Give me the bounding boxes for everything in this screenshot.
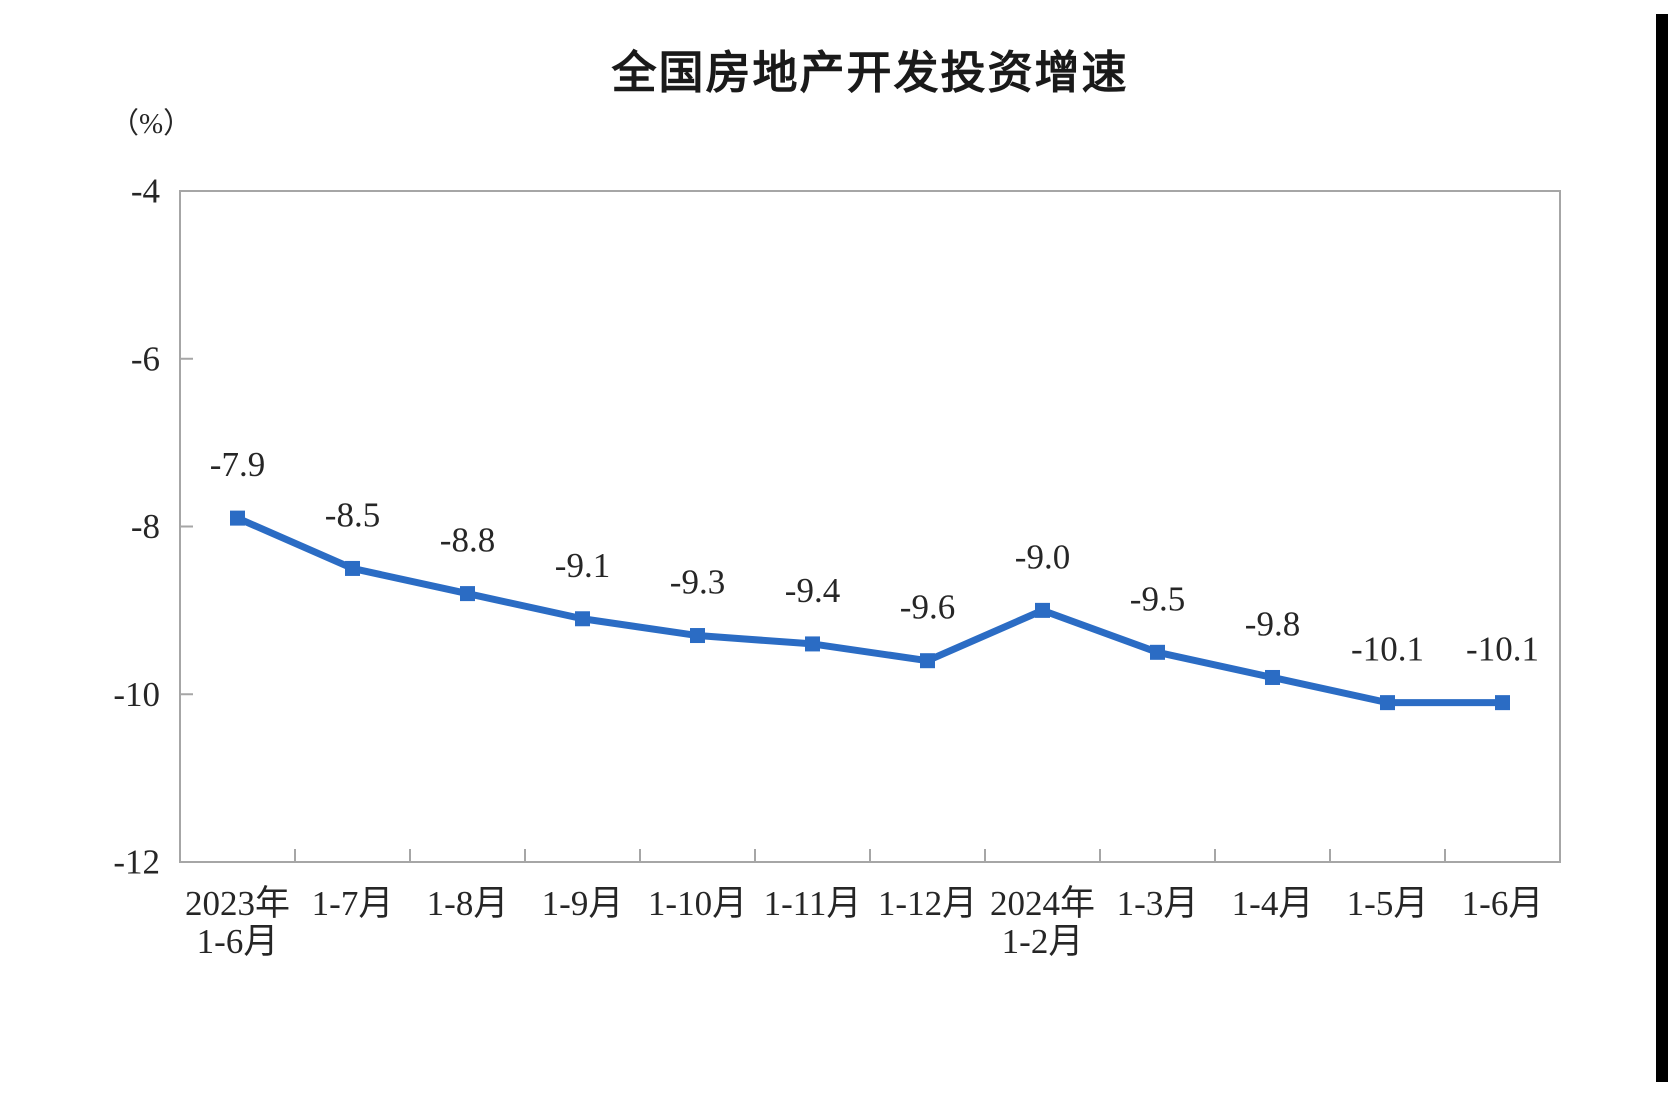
- data-point-marker: [575, 611, 590, 627]
- data-point-label: -8.8: [440, 521, 495, 560]
- x-axis-label: 1-10月: [648, 884, 747, 923]
- data-point-marker: [345, 560, 360, 576]
- data-point-marker: [1380, 695, 1395, 711]
- data-point-label: -9.0: [1015, 537, 1070, 576]
- plot-border: [179, 190, 1561, 863]
- x-axis-label: 1-6月: [197, 922, 279, 961]
- data-point-label: -10.1: [1351, 630, 1424, 669]
- data-point-marker: [230, 510, 245, 526]
- x-axis-label: 1-3月: [1117, 884, 1199, 923]
- x-axis-label: 1-11月: [764, 884, 862, 923]
- data-point-label: -7.9: [210, 445, 265, 484]
- y-axis-unit-label: （%）: [110, 108, 193, 140]
- x-axis-label: 1-5月: [1347, 884, 1429, 923]
- x-axis-label: 2024年: [990, 884, 1095, 923]
- data-point-marker: [460, 586, 475, 602]
- data-point-marker: [690, 628, 705, 644]
- x-axis-label: 1-9月: [542, 884, 624, 923]
- data-point-marker: [1495, 695, 1510, 711]
- data-point-marker: [1035, 602, 1050, 618]
- y-axis-label: -8: [131, 507, 160, 546]
- y-axis-label: -4: [131, 172, 160, 211]
- y-axis-label: -12: [113, 843, 160, 882]
- data-point-marker: [805, 636, 820, 652]
- data-point-label: -9.3: [670, 563, 725, 602]
- data-point-label: -10.1: [1466, 630, 1539, 669]
- x-axis-label: 1-12月: [878, 884, 977, 923]
- x-axis-label: 1-8月: [427, 884, 509, 923]
- x-axis-label: 1-6月: [1462, 884, 1544, 923]
- x-axis-label: 1-4月: [1232, 884, 1314, 923]
- data-point-label: -9.8: [1245, 604, 1300, 643]
- data-point-label: -9.4: [785, 571, 840, 610]
- chart-title: 全国房地产开发投资增速: [611, 47, 1129, 98]
- screen-edge-artifact: [1656, 14, 1668, 1082]
- x-axis-label: 1-2月: [1002, 922, 1084, 961]
- y-axis-label: -6: [131, 339, 160, 378]
- data-point-marker: [920, 653, 935, 669]
- data-point-label: -9.5: [1130, 579, 1185, 618]
- data-point-label: -8.5: [325, 495, 380, 534]
- y-axis-label: -10: [113, 675, 160, 714]
- data-point-marker: [1150, 644, 1165, 660]
- x-axis-label: 1-7月: [312, 884, 394, 923]
- data-point-marker: [1265, 669, 1280, 685]
- series-line: [234, 514, 1506, 707]
- x-axis-label: 2023年: [185, 884, 290, 923]
- data-point-label: -9.6: [900, 588, 955, 627]
- data-point-label: -9.1: [555, 546, 610, 585]
